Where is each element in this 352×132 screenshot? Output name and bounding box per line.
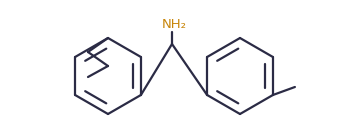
Text: NH₂: NH₂	[162, 18, 187, 30]
